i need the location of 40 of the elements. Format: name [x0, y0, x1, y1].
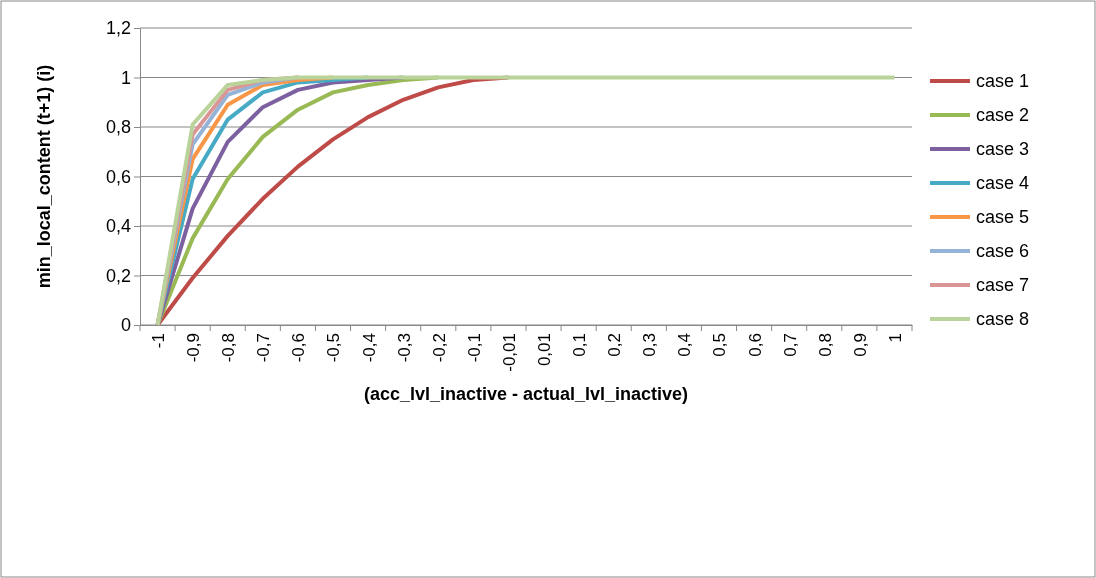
- legend-label: case 7: [976, 275, 1030, 296]
- y-tick-label: 0,8: [105, 117, 131, 138]
- x-tick-label: 0,01: [535, 333, 554, 367]
- x-tick-label: 0,2: [605, 333, 625, 357]
- x-tick-label: -0,5: [324, 333, 344, 363]
- x-tick-label: -0,4: [359, 333, 379, 363]
- x-tick-label: -0,9: [184, 333, 204, 363]
- x-tick-label: -0,6: [289, 333, 309, 363]
- legend-label: case 2: [976, 105, 1030, 126]
- x-tick-label: -0,7: [254, 333, 274, 363]
- x-tick-label: -0,8: [219, 333, 239, 363]
- x-tick-label: -0,2: [429, 333, 449, 363]
- legend-label: case 5: [976, 207, 1030, 228]
- x-tick-label: -0,3: [394, 333, 414, 363]
- y-tick-label: 0: [120, 315, 131, 336]
- x-tick-label: 0,6: [745, 333, 765, 357]
- x-tick-label: 0,9: [850, 333, 870, 357]
- x-tick-label: 0,1: [570, 333, 590, 357]
- x-tick-label: -0,01: [499, 333, 519, 372]
- legend-label: case 4: [976, 173, 1030, 194]
- x-tick-label: 0,3: [640, 333, 660, 357]
- legend-label: case 1: [976, 71, 1030, 92]
- y-axis-title: min_local_content (t+1) (i): [34, 64, 54, 289]
- legend-label: case 8: [976, 309, 1030, 330]
- y-tick-label: 0,6: [105, 166, 131, 187]
- x-tick-label: -0,1: [464, 333, 484, 363]
- legend-label: case 6: [976, 241, 1030, 262]
- y-tick-label: 0,2: [105, 265, 131, 286]
- line-series: [155, 75, 897, 327]
- y-tick-label: 1,2: [105, 18, 131, 39]
- x-tick-label: 0,7: [780, 333, 800, 357]
- x-tick-label: 1: [885, 333, 905, 343]
- x-tick-label: 0,5: [710, 333, 730, 357]
- x-tick-label: 0,8: [815, 333, 835, 357]
- y-tick-label: 1: [120, 67, 131, 88]
- x-tick-label: -1: [149, 333, 168, 349]
- x-tick-label: 0,4: [675, 333, 695, 357]
- legend-label: case 3: [976, 139, 1030, 160]
- y-tick-label: 0,4: [105, 216, 131, 237]
- x-axis-title: (acc_lvl_inactive - actual_lvl_inactive): [363, 384, 689, 404]
